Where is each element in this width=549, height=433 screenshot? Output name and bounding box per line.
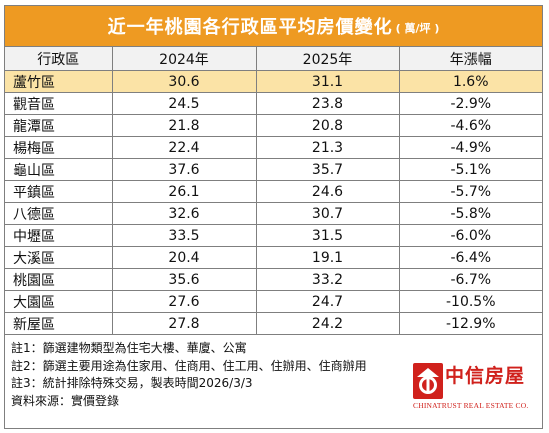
table-row: 新屋區 27.8 24.2 -12.9% [5,312,542,335]
header-2025: 2025年 [255,47,400,71]
table-row: 觀音區 24.5 23.8 -2.9% [5,92,542,115]
value-2025-cell: 24.7 [255,290,400,313]
logo-chinese-name: 中信房屋 [445,365,526,387]
value-2024-cell: 21.8 [111,114,257,137]
table-row: 龜山區 37.6 35.7 -5.1% [5,158,542,181]
table-row: 楊梅區 22.4 21.3 -4.9% [5,136,542,159]
table-row: 龍潭區 21.8 20.8 -4.6% [5,114,542,137]
change-cell: -4.9% [398,136,542,159]
value-2025-cell: 20.8 [255,114,400,137]
house-logo-icon [413,363,443,399]
value-2025-cell: 21.3 [255,136,400,159]
chinatrust-logo: 中信房屋 CHINATRUST REAL ESTATE CO. [413,361,535,417]
district-cell: 中壢區 [5,224,113,247]
note-3: 註3：統計排除特殊交易，製表時間2026/3/3 [11,376,253,390]
header-2024: 2024年 [111,47,257,71]
district-cell: 楊梅區 [5,136,113,159]
table-row: 大園區 27.6 24.7 -10.5% [5,290,542,313]
title-bar: 近一年桃園各行政區平均房價變化 ( 萬/坪 ) [5,6,542,47]
value-2024-cell: 24.5 [111,92,257,115]
district-cell: 龜山區 [5,158,113,181]
table-row: 中壢區 33.5 31.5 -6.0% [5,224,542,247]
table-row: 桃園區 35.6 33.2 -6.7% [5,268,542,291]
change-cell: -5.8% [398,202,542,225]
price-table-card: 近一年桃園各行政區平均房價變化 ( 萬/坪 ) 行政區 2024年 2025年 … [4,5,543,429]
value-2025-cell: 24.2 [255,312,400,335]
change-cell: 1.6% [398,70,542,93]
change-cell: -10.5% [398,290,542,313]
table-row: 蘆竹區 30.6 31.1 1.6% [5,70,542,93]
value-2025-cell: 31.5 [255,224,400,247]
value-2024-cell: 33.5 [111,224,257,247]
value-2025-cell: 30.7 [255,202,400,225]
value-2025-cell: 35.7 [255,158,400,181]
district-cell: 大溪區 [5,246,113,269]
table-row: 平鎮區 26.1 24.6 -5.7% [5,180,542,203]
district-cell: 八德區 [5,202,113,225]
district-cell: 龍潭區 [5,114,113,137]
note-2: 註2：篩選主要用途為住家用、住商用、住工用、住辦用、住商辦用 [11,358,367,373]
change-cell: -5.1% [398,158,542,181]
value-2025-cell: 23.8 [255,92,400,115]
change-cell: -12.9% [398,312,542,335]
change-cell: -4.6% [398,114,542,137]
price-table: 行政區 2024年 2025年 年漲幅 蘆竹區 30.6 31.1 1.6% 觀音區 24… [5,47,542,335]
district-cell: 桃園區 [5,268,113,291]
district-cell: 蘆竹區 [5,70,113,93]
value-2025-cell: 31.1 [255,70,400,93]
table-row: 八德區 32.6 30.7 -5.8% [5,202,542,225]
value-2025-cell: 33.2 [255,268,400,291]
value-2024-cell: 27.6 [111,290,257,313]
value-2024-cell: 30.6 [111,70,257,93]
logo-english-name: CHINATRUST REAL ESTATE CO. [413,401,529,410]
table-body: 蘆竹區 30.6 31.1 1.6% 觀音區 24.5 23.8 -2.9% 龍潭區 21.8 20… [5,70,542,335]
value-2024-cell: 35.6 [111,268,257,291]
value-2024-cell: 20.4 [111,246,257,269]
change-cell: -6.0% [398,224,542,247]
data-source: 資料來源：實價登錄 [11,393,120,408]
header-change: 年漲幅 [398,47,542,71]
table-unit: ( 萬/坪 ) [395,22,440,35]
change-cell: -2.9% [398,92,542,115]
value-2025-cell: 19.1 [255,246,400,269]
table-row: 大溪區 20.4 19.1 -6.4% [5,246,542,269]
table-title: 近一年桃園各行政區平均房價變化 [107,17,393,38]
district-cell: 平鎮區 [5,180,113,203]
district-cell: 新屋區 [5,312,113,335]
change-cell: -5.7% [398,180,542,203]
header-district: 行政區 [5,47,113,71]
value-2025-cell: 24.6 [255,180,400,203]
notes: 註1：篩選建物類型為住宅大樓、華廈、公寓 註2：篩選主要用途為住家用、住商用、住… [5,335,542,410]
district-cell: 觀音區 [5,92,113,115]
header-row: 行政區 2024年 2025年 年漲幅 [5,47,542,71]
value-2024-cell: 26.1 [111,180,257,203]
district-cell: 大園區 [5,290,113,313]
change-cell: -6.4% [398,246,542,269]
change-cell: -6.7% [398,268,542,291]
note-1: 註1：篩選建物類型為住宅大樓、華廈、公寓 [11,341,247,355]
value-2024-cell: 27.8 [111,312,257,335]
value-2024-cell: 22.4 [111,136,257,159]
value-2024-cell: 32.6 [111,202,257,225]
value-2024-cell: 37.6 [111,158,257,181]
